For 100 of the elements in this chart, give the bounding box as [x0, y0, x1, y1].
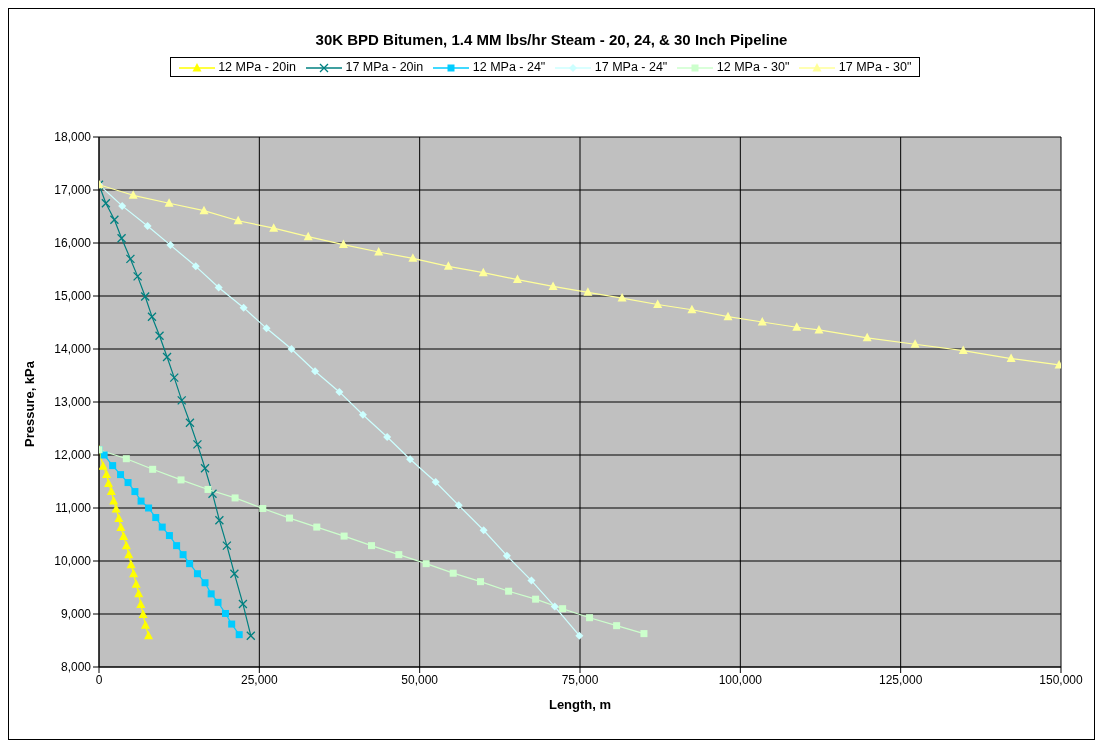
point [532, 595, 540, 603]
point [186, 560, 194, 568]
point [454, 501, 463, 510]
point [124, 479, 132, 487]
y-axis-title: Pressure, kPa [21, 360, 37, 447]
point [214, 598, 222, 606]
x-tick-label: 50,000 [401, 672, 439, 687]
point [583, 287, 593, 296]
point [723, 311, 733, 321]
point [231, 494, 239, 502]
point [368, 542, 375, 550]
point [199, 205, 209, 215]
point [214, 283, 223, 292]
point [303, 231, 313, 241]
point [129, 568, 139, 578]
point [162, 352, 172, 362]
x-tick-label: 100,000 [718, 672, 763, 687]
point [443, 261, 453, 270]
point [204, 485, 212, 493]
point [207, 489, 218, 499]
point [757, 316, 767, 326]
legend-label: 17 MPa - 20in [344, 60, 424, 74]
point [193, 570, 201, 578]
point [125, 254, 136, 264]
point [122, 455, 130, 463]
point [114, 513, 124, 523]
point [119, 531, 129, 541]
point [233, 215, 243, 225]
point [124, 549, 134, 559]
point [117, 471, 125, 479]
point [502, 551, 511, 560]
point [131, 488, 139, 496]
point [246, 631, 256, 641]
point [311, 367, 320, 376]
point [158, 523, 166, 531]
point [144, 630, 154, 640]
point [1006, 353, 1016, 363]
x-tick-label: 75,000 [561, 672, 599, 687]
point [100, 451, 108, 459]
point [862, 332, 872, 342]
point [640, 630, 648, 638]
point [431, 478, 440, 487]
point [145, 504, 153, 512]
point [287, 345, 296, 353]
point [958, 345, 968, 355]
point [128, 190, 138, 199]
point [228, 620, 236, 628]
point [201, 579, 209, 587]
point [617, 293, 627, 302]
legend-label: 17 MPa - 24" [593, 60, 668, 74]
y-tick-label: 10,000 [54, 554, 92, 569]
x-axis-title: Length, m [548, 697, 612, 712]
y-tick-label: 9,000 [60, 607, 92, 622]
point [177, 395, 187, 406]
point [477, 578, 485, 586]
point [335, 387, 344, 396]
x-tick-label: 0 [95, 672, 103, 687]
point [408, 253, 418, 262]
point [575, 631, 584, 640]
point [111, 504, 121, 513]
point [109, 496, 119, 505]
point [192, 439, 203, 450]
point [313, 523, 321, 531]
point [653, 299, 663, 308]
point [118, 201, 127, 210]
y-tick-label: 18,000 [54, 130, 92, 145]
point [479, 526, 488, 535]
point [143, 222, 152, 231]
point [173, 542, 181, 550]
x-tick-label: 150,000 [1039, 672, 1084, 687]
point [191, 262, 200, 271]
point [179, 551, 187, 559]
point [169, 372, 179, 383]
point [792, 322, 802, 331]
point [214, 515, 225, 525]
point [269, 223, 279, 232]
point [235, 631, 243, 639]
point [116, 233, 127, 243]
point [285, 514, 293, 522]
point [109, 215, 120, 225]
point [229, 569, 240, 579]
y-tick-label: 13,000 [54, 395, 92, 410]
point [137, 497, 145, 505]
point [449, 569, 457, 577]
point [559, 605, 567, 613]
point [165, 532, 173, 540]
point [338, 239, 348, 249]
point [222, 540, 232, 551]
point [101, 198, 111, 208]
point [221, 609, 229, 617]
y-tick-label: 14,000 [54, 342, 92, 357]
point [262, 324, 271, 333]
y-tick-label: 17,000 [54, 183, 92, 198]
y-tick-label: 11,000 [55, 501, 92, 516]
point [149, 465, 157, 473]
point [512, 274, 522, 284]
point [185, 418, 195, 428]
point [106, 486, 116, 496]
point [422, 560, 430, 568]
point [116, 522, 126, 532]
